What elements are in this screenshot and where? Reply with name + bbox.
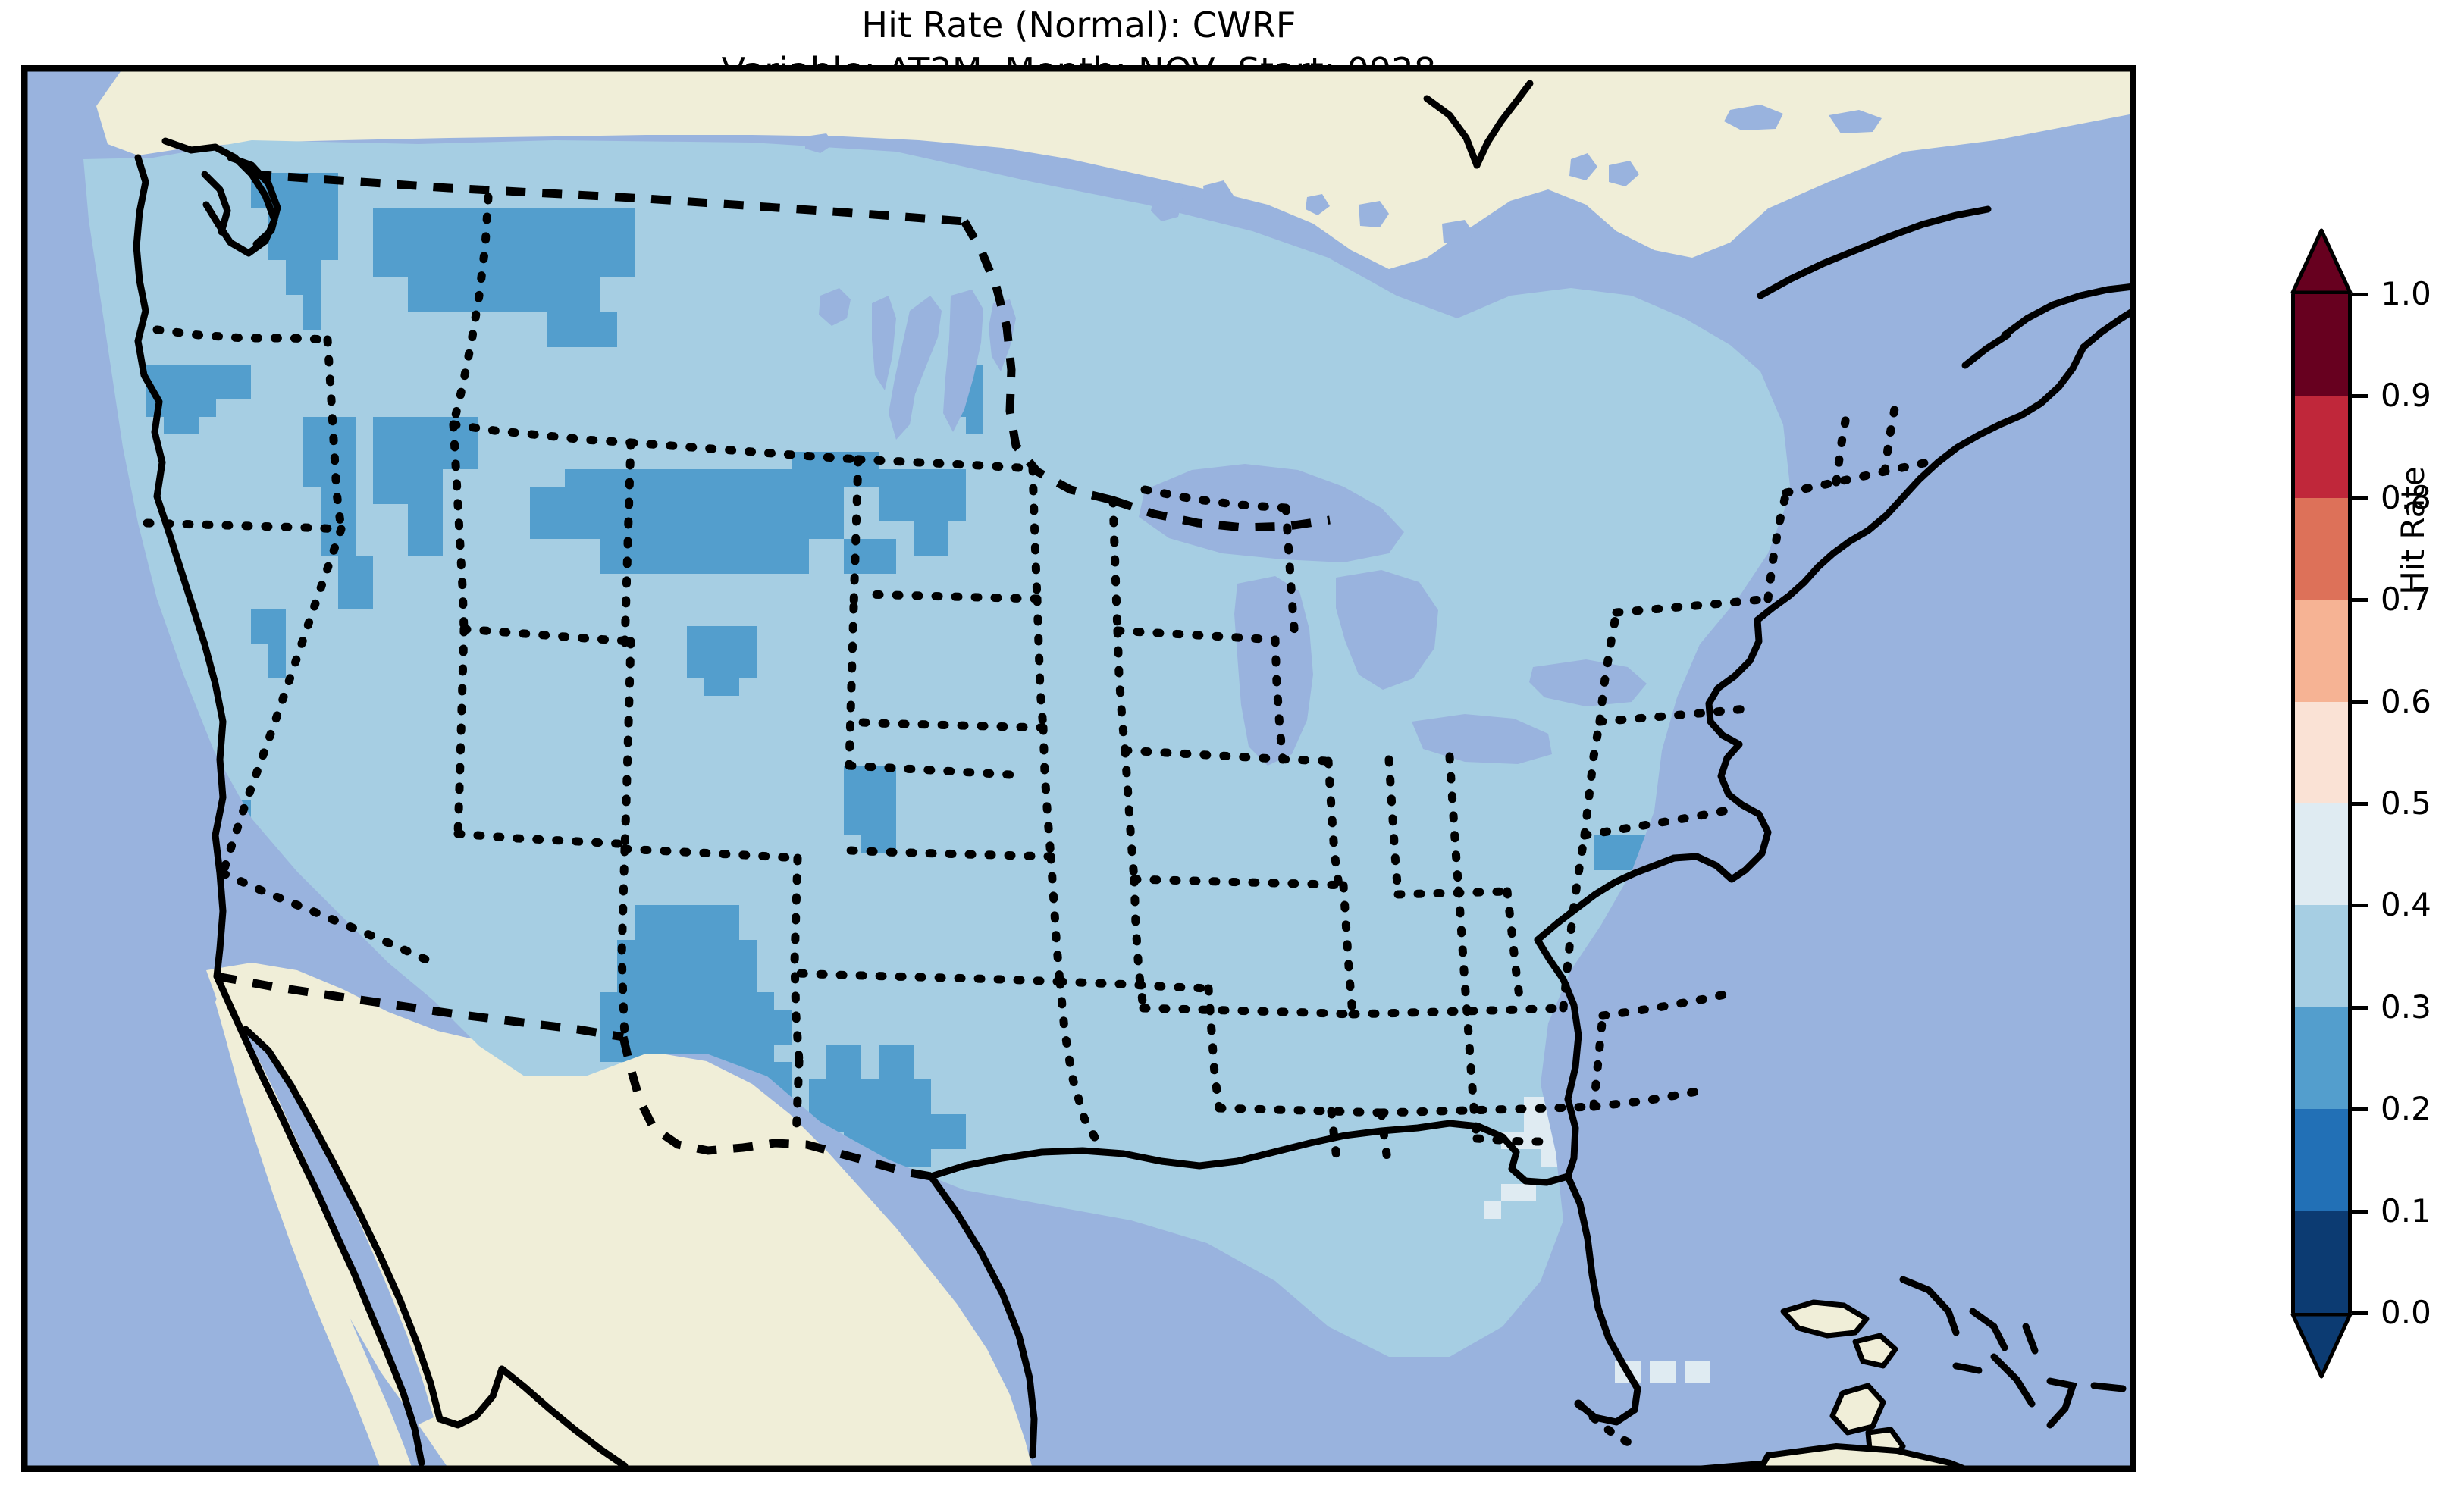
canada-lakes	[805, 105, 1882, 440]
colorbar-tick-label: 0.2	[2381, 1090, 2431, 1128]
colorbar-bands	[2291, 294, 2352, 1313]
canada-landmass	[96, 68, 2133, 269]
colorbar-band-0.9-1.0	[2291, 294, 2352, 396]
colorbar-tick-label: 0.1	[2381, 1192, 2431, 1229]
state-borders	[143, 193, 1932, 1452]
colorbar-band-0.4-0.5	[2291, 803, 2352, 906]
colorbar-band-0.6-0.7	[2291, 600, 2352, 702]
baja-peninsula	[215, 989, 412, 1469]
map-frame	[24, 68, 2133, 1469]
figure-title-line-1: Hit Rate (Normal): CWRF	[861, 5, 1296, 45]
colorbar-tick-label: 0.3	[2381, 988, 2431, 1026]
colorbar-band-0.1-0.2	[2291, 1109, 2352, 1211]
colorbar-tick-label: 0.4	[2381, 886, 2431, 924]
colorbar-tick-mark	[2352, 496, 2368, 500]
colorbar-tick-label: 0.9	[2381, 377, 2431, 415]
mexico-landmass	[206, 963, 1033, 1469]
country-borders	[216, 170, 1331, 1181]
colorbar-tick-mark	[2352, 1311, 2368, 1315]
colorbar-tick-mark	[2352, 598, 2368, 603]
colorbar-tick-mark	[2352, 700, 2368, 704]
colorbar-band-0.7-0.8	[2291, 497, 2352, 600]
colorbar-band-0.3-0.4	[2291, 905, 2352, 1007]
colorbar-extend-bottom-arrow	[2290, 1312, 2353, 1379]
colorbar-band-0.2-0.3	[2291, 1007, 2352, 1110]
colorbar: 1.0 0.9 0.8 0.7 0.6 0.5 0.4 0.3 0.2 0.1 0.0 Hit Ra…	[2267, 182, 2456, 1379]
colorbar-tick-label: 1.0	[2381, 275, 2431, 312]
colorbar-tick-label: 0.0	[2381, 1294, 2431, 1331]
colorbar-tick-mark	[2352, 1005, 2368, 1010]
colorbar-tick-label: 0.7	[2381, 581, 2431, 619]
colorbar-tick-mark	[2352, 904, 2368, 908]
colorbar-tick-mark	[2352, 1209, 2368, 1214]
cuba-landmass	[1757, 1442, 1967, 1469]
colorbar-tick-mark	[2352, 293, 2368, 296]
map-axes	[21, 65, 2136, 1472]
caribbean-island-strokes	[1899, 1276, 2127, 1429]
colorbar-axis-label: Hit Rate	[2394, 466, 2431, 595]
coastlines	[133, 80, 2133, 1469]
colorbar-tick-mark	[2352, 802, 2368, 806]
gulf-of-california	[244, 1029, 434, 1425]
colorbar-extend-top-arrow	[2290, 228, 2353, 295]
colorbar-band-0.0-0.1	[2291, 1211, 2352, 1313]
colorbar-tick-mark	[2352, 1107, 2368, 1112]
colorbar-band-0.5-0.6	[2291, 701, 2352, 803]
map-plot	[24, 68, 2133, 1469]
colorbar-tick-mark	[2352, 394, 2368, 399]
colorbar-tick-label: 0.5	[2381, 785, 2431, 822]
colorbar-tick-label: 0.8	[2381, 478, 2431, 516]
florida-pale-cells	[1615, 1361, 1710, 1383]
colorbar-tick-label: 0.6	[2381, 682, 2431, 720]
colorbar-band-0.8-0.9	[2291, 396, 2352, 498]
